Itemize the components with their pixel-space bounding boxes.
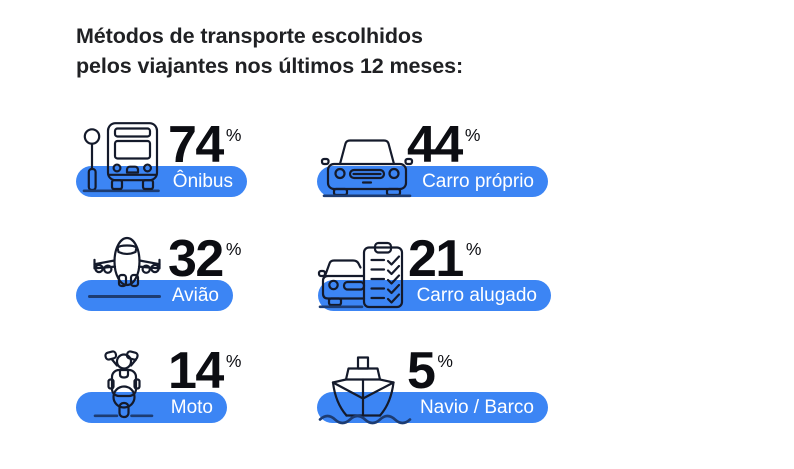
percent-number: 5 [407,342,436,400]
stat-item-onibus: Ônibus 74 % [76,110,247,198]
scooter-icon [93,350,154,419]
percentage-value: 21 % [408,231,481,287]
label-pill: Navio / Barco [317,392,548,423]
transport-label: Carro próprio [422,171,534,192]
percentage-value: 32 % [168,231,241,287]
title-line-2: pelos viajantes nos últimos 12 meses: [76,54,464,78]
percent-number: 44 [407,116,463,174]
page-title: Métodos de transporte escolhidos pelos vi… [76,21,463,81]
percent-sign: % [225,351,242,371]
airplane-icon [93,236,161,288]
percent-sign: % [225,125,242,145]
transport-label: Avião [171,285,219,306]
percentage-value: 74 % [168,117,241,173]
percent-sign: % [225,239,242,259]
percent-sign: % [465,239,482,259]
label-pill: Carro próprio [317,166,548,197]
transport-label: Ônibus [172,171,233,192]
percent-number: 14 [168,342,224,400]
percent-sign: % [464,125,481,145]
transport-label: Moto [170,397,213,418]
stat-item-navio-barco: Navio / Barco 5 % [317,336,548,425]
percentage-value: 44 % [407,117,480,173]
stat-item-carro-alugado: Carro alugado 21 % [317,224,551,312]
runway-line [88,295,161,298]
title-line-1: Métodos de transporte escolhidos [76,24,423,48]
stat-item-carro-proprio: Carro próprio 44 % [317,110,548,198]
transport-label: Carro alugado [416,285,537,306]
percent-number: 32 [168,230,224,288]
bus-stop-icon [82,122,160,193]
percent-sign: % [437,351,453,371]
rental-car-clipboard-icon [317,241,404,309]
ship-icon [318,356,412,425]
percent-number: 74 [168,116,224,174]
stat-item-moto: Moto 14 % [76,336,241,424]
percent-number: 21 [408,230,464,288]
stat-item-aviao: Avião 32 % [76,224,241,312]
percentage-value: 14 % [168,343,241,399]
car-icon [320,139,414,198]
transport-label: Navio / Barco [419,397,534,418]
percentage-value: 5 % [407,343,453,399]
label-pill: Moto [76,392,227,423]
